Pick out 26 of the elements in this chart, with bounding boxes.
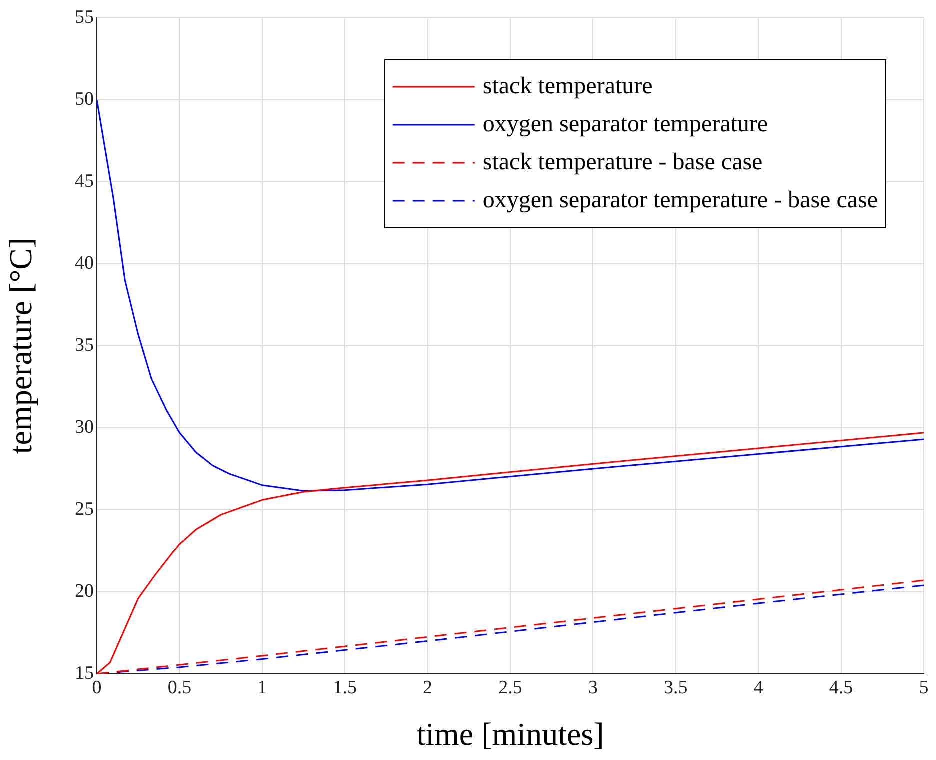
y-tick-label: 55 [75,6,94,28]
y-tick-label: 45 [75,170,94,192]
x-tick-label: 3 [588,677,598,698]
y-tick-label: 35 [75,334,94,356]
y-tick-label: 25 [75,498,94,520]
x-tick-label: 4 [754,677,764,698]
x-axis-title: time [minutes] [416,716,604,752]
y-tick-label: 15 [75,662,94,684]
x-tick-label: 1 [258,677,268,698]
y-tick-label: 50 [75,88,94,110]
legend-label: stack temperature [482,73,653,100]
y-tick-label: 40 [75,252,94,274]
y-tick-label: 30 [75,416,94,438]
y-tick-label: 20 [75,580,94,602]
y-axis-title: temperature [°C] [2,238,39,454]
x-tick-label: 0 [92,677,102,698]
x-tick-label: 2.5 [498,677,522,698]
x-tick-label: 2 [423,677,433,698]
x-tick-label: 1.5 [333,677,357,698]
x-tick-label: 3.5 [664,677,688,698]
legend-label: stack temperature - base case [482,149,763,176]
legend-label: oxygen separator temperature - base case [482,187,878,214]
x-tick-label: 4.5 [829,677,854,698]
legend-label: oxygen separator temperature [482,111,768,138]
x-tick-label: 5 [919,677,929,698]
x-tick-label: 0.5 [168,677,192,698]
